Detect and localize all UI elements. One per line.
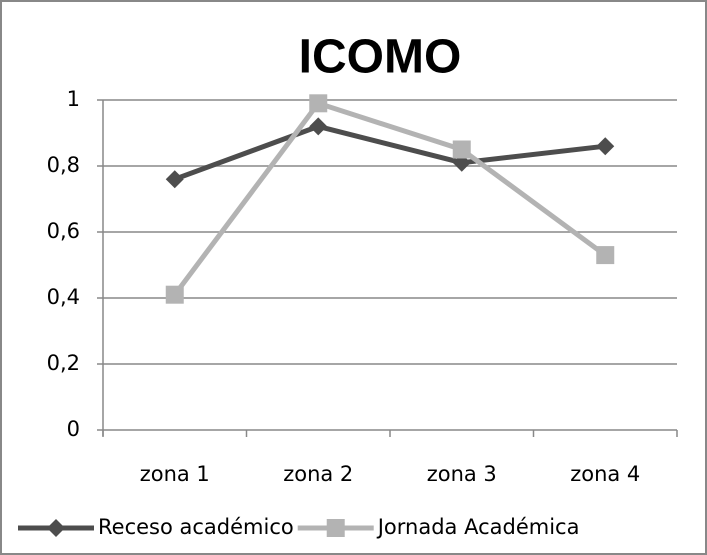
data-point <box>165 285 184 304</box>
x-tick-label: zona 2 <box>283 462 353 486</box>
y-tick-label: 0,6 <box>47 219 80 243</box>
y-tick-label: 0,4 <box>47 285 80 309</box>
data-point <box>596 246 615 265</box>
y-tick-label: 0 <box>67 417 80 441</box>
legend-label: Receso académico <box>98 515 294 539</box>
data-point <box>165 170 184 189</box>
x-tick-label: zona 4 <box>570 462 640 486</box>
data-point <box>452 140 471 159</box>
legend-marker <box>47 519 65 537</box>
chart-title: ICOMO <box>299 31 462 84</box>
data-point <box>309 117 328 136</box>
series-line <box>172 100 607 297</box>
y-tick-label: 0,2 <box>47 351 80 375</box>
legend-marker <box>326 519 345 537</box>
data-point <box>596 137 615 156</box>
legend-label: Jornada Académica <box>376 515 580 539</box>
data-point <box>309 94 328 113</box>
x-tick-label: zona 3 <box>427 462 497 486</box>
y-tick-label: 0,8 <box>47 153 80 177</box>
y-tick-label: 1 <box>67 87 80 111</box>
x-tick-label: zona 1 <box>140 462 210 486</box>
series-line <box>173 123 606 182</box>
